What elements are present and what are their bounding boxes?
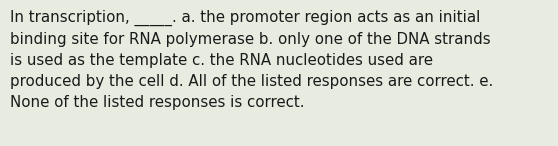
- Text: In transcription, _____. a. the promoter region acts as an initial
binding site : In transcription, _____. a. the promoter…: [10, 10, 493, 110]
